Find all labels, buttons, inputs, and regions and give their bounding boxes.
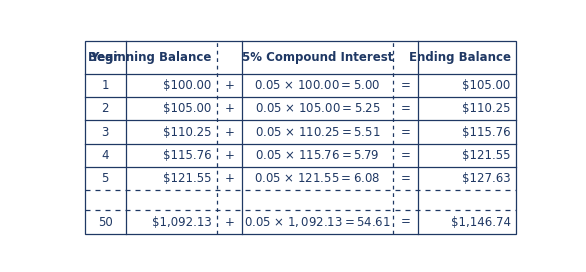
- Text: $1,092.13: $1,092.13: [152, 215, 212, 228]
- Text: 0.05 × $105.00 = $5.25: 0.05 × $105.00 = $5.25: [255, 102, 380, 115]
- Text: Ending Balance: Ending Balance: [408, 51, 510, 64]
- Text: =: =: [400, 79, 410, 92]
- Text: +: +: [224, 149, 234, 162]
- Text: +: +: [224, 215, 234, 228]
- Text: 50: 50: [98, 215, 113, 228]
- Text: 0.05 × $121.55 = $6.08: 0.05 × $121.55 = $6.08: [254, 172, 380, 185]
- Text: $105.00: $105.00: [462, 79, 510, 92]
- Text: 2: 2: [101, 102, 109, 115]
- Text: Year: Year: [91, 51, 120, 64]
- Text: $127.63: $127.63: [462, 172, 510, 185]
- Text: =: =: [400, 126, 410, 139]
- Text: =: =: [400, 215, 410, 228]
- Text: $115.76: $115.76: [462, 126, 510, 139]
- Text: +: +: [224, 102, 234, 115]
- Text: Beginning Balance: Beginning Balance: [88, 51, 212, 64]
- Text: 3: 3: [101, 126, 109, 139]
- Text: 0.05 × $110.25 = $5.51: 0.05 × $110.25 = $5.51: [255, 126, 380, 139]
- Text: $121.55: $121.55: [462, 149, 510, 162]
- Text: +: +: [224, 126, 234, 139]
- Text: $105.00: $105.00: [163, 102, 212, 115]
- Text: 1: 1: [101, 79, 109, 92]
- Text: $100.00: $100.00: [163, 79, 212, 92]
- Text: 0.05 × $1,092.13 = $54.61: 0.05 × $1,092.13 = $54.61: [244, 215, 391, 229]
- Text: +: +: [224, 172, 234, 185]
- Text: 4: 4: [101, 149, 109, 162]
- Text: 0.05 × $100.00 = $5.00: 0.05 × $100.00 = $5.00: [254, 79, 381, 92]
- Text: $1,146.74: $1,146.74: [451, 215, 510, 228]
- Text: $121.55: $121.55: [163, 172, 212, 185]
- Text: =: =: [400, 149, 410, 162]
- Text: +: +: [224, 79, 234, 92]
- Text: 0.05 × $115.76 = $5.79: 0.05 × $115.76 = $5.79: [255, 149, 380, 162]
- Text: $110.25: $110.25: [462, 102, 510, 115]
- Text: =: =: [400, 102, 410, 115]
- Text: 5: 5: [101, 172, 109, 185]
- Text: 5% Compound Interest: 5% Compound Interest: [242, 51, 393, 64]
- Bar: [84, 190, 516, 210]
- Text: $115.76: $115.76: [163, 149, 212, 162]
- Text: $110.25: $110.25: [163, 126, 212, 139]
- Text: =: =: [400, 172, 410, 185]
